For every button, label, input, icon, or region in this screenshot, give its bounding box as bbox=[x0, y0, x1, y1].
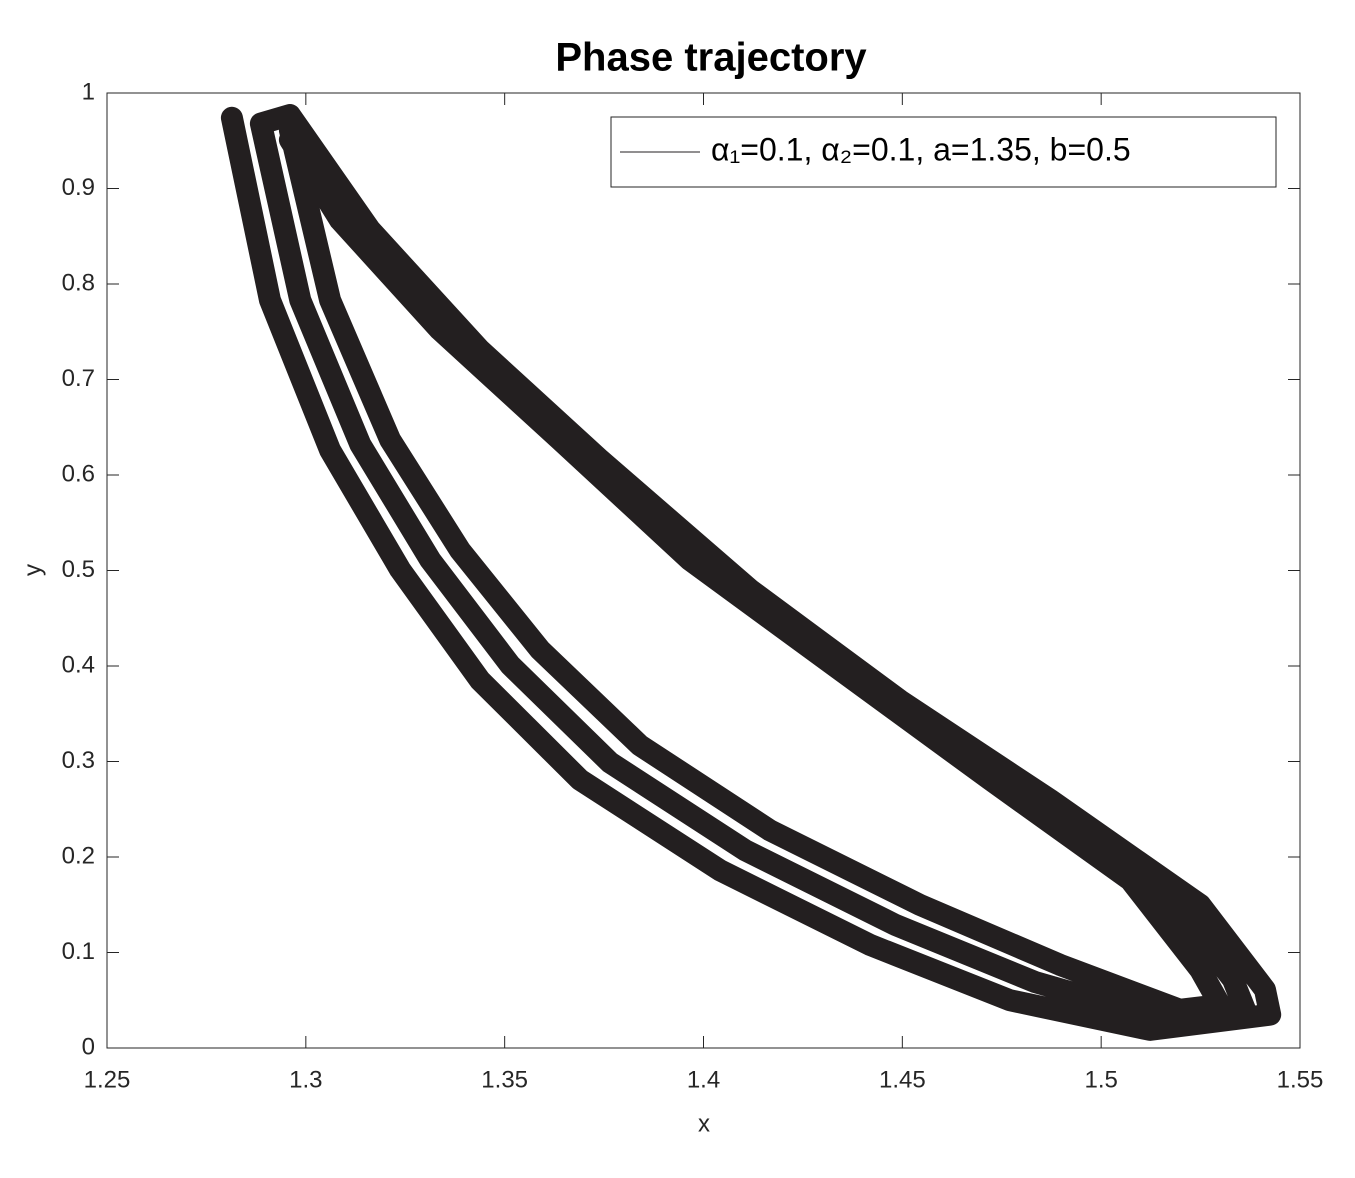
y-tick-label: 0.1 bbox=[62, 938, 95, 965]
legend-label: α₁=0.1, α₂=0.1, a=1.35, b=0.5 bbox=[711, 131, 1131, 167]
y-tick-label: 0.4 bbox=[62, 651, 95, 678]
y-tick-label: 1 bbox=[82, 78, 95, 105]
chart-title: Phase trajectory bbox=[555, 36, 867, 80]
y-tick-label: 0.3 bbox=[62, 747, 95, 774]
x-tick-label: 1.4 bbox=[687, 1066, 720, 1093]
y-tick-label: 0.9 bbox=[62, 174, 95, 201]
trajectory-line bbox=[220, 104, 1282, 1041]
x-tick-label: 1.45 bbox=[879, 1066, 926, 1093]
x-tick-label: 1.3 bbox=[289, 1066, 322, 1093]
y-tick-label: 0.2 bbox=[62, 842, 95, 869]
legend-box bbox=[610, 116, 1277, 188]
x-tick-label: 1.5 bbox=[1084, 1066, 1117, 1093]
x-tick-label: 1.55 bbox=[1277, 1066, 1324, 1093]
y-tick-label: 0.6 bbox=[62, 460, 95, 487]
x-axis-label: x bbox=[698, 1110, 710, 1137]
y-tick-label: 0.7 bbox=[62, 365, 95, 392]
x-tick-label: 1.35 bbox=[481, 1066, 528, 1093]
y-tick-label: 0.5 bbox=[62, 556, 95, 583]
y-axis-label: y bbox=[19, 564, 46, 576]
y-tick-label: 0.8 bbox=[62, 269, 95, 296]
x-tick-label: 1.25 bbox=[84, 1066, 131, 1093]
y-tick-label: 0 bbox=[82, 1033, 95, 1060]
